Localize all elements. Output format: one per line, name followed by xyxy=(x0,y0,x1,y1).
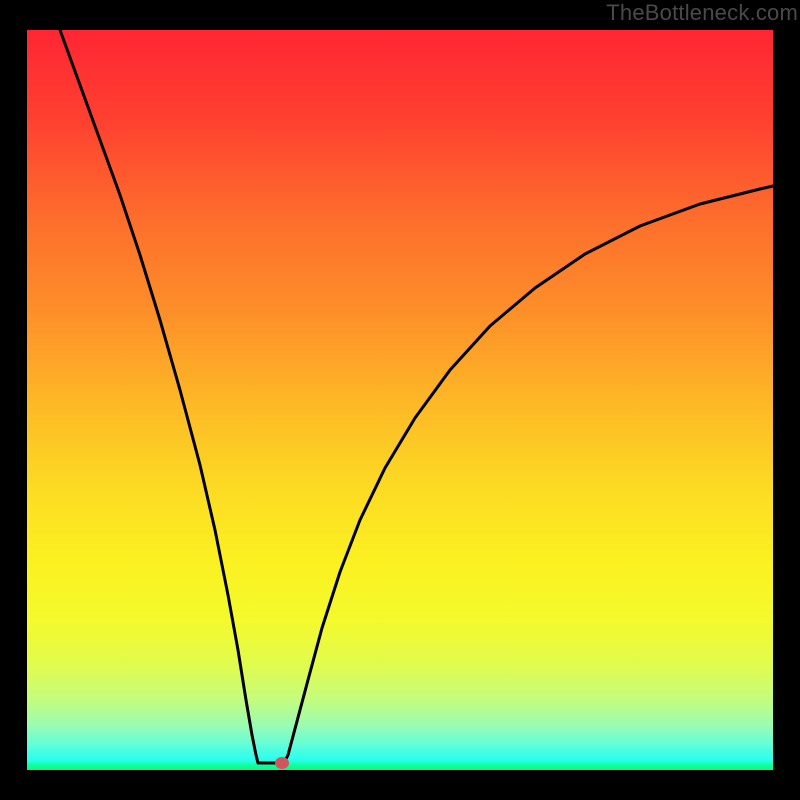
watermark-text: TheBottleneck.com xyxy=(606,0,800,26)
bottleneck-chart xyxy=(0,0,800,800)
chart-container: TheBottleneck.com xyxy=(0,0,800,800)
